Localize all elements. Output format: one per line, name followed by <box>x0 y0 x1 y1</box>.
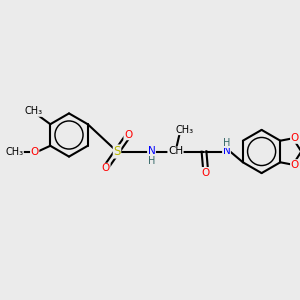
Text: H: H <box>223 137 230 148</box>
Text: O: O <box>291 160 299 170</box>
Text: S: S <box>113 145 121 158</box>
Text: CH₃: CH₃ <box>24 106 42 116</box>
Text: O: O <box>201 167 210 178</box>
Text: N: N <box>148 146 155 157</box>
Text: H: H <box>148 155 155 166</box>
Text: O: O <box>124 130 132 140</box>
Text: CH: CH <box>168 146 183 157</box>
Text: O: O <box>31 147 39 158</box>
Text: O: O <box>102 163 110 173</box>
Text: CH₃: CH₃ <box>176 124 194 135</box>
Text: CH₃: CH₃ <box>5 147 23 158</box>
Text: N: N <box>223 146 230 157</box>
Text: O: O <box>291 133 299 143</box>
